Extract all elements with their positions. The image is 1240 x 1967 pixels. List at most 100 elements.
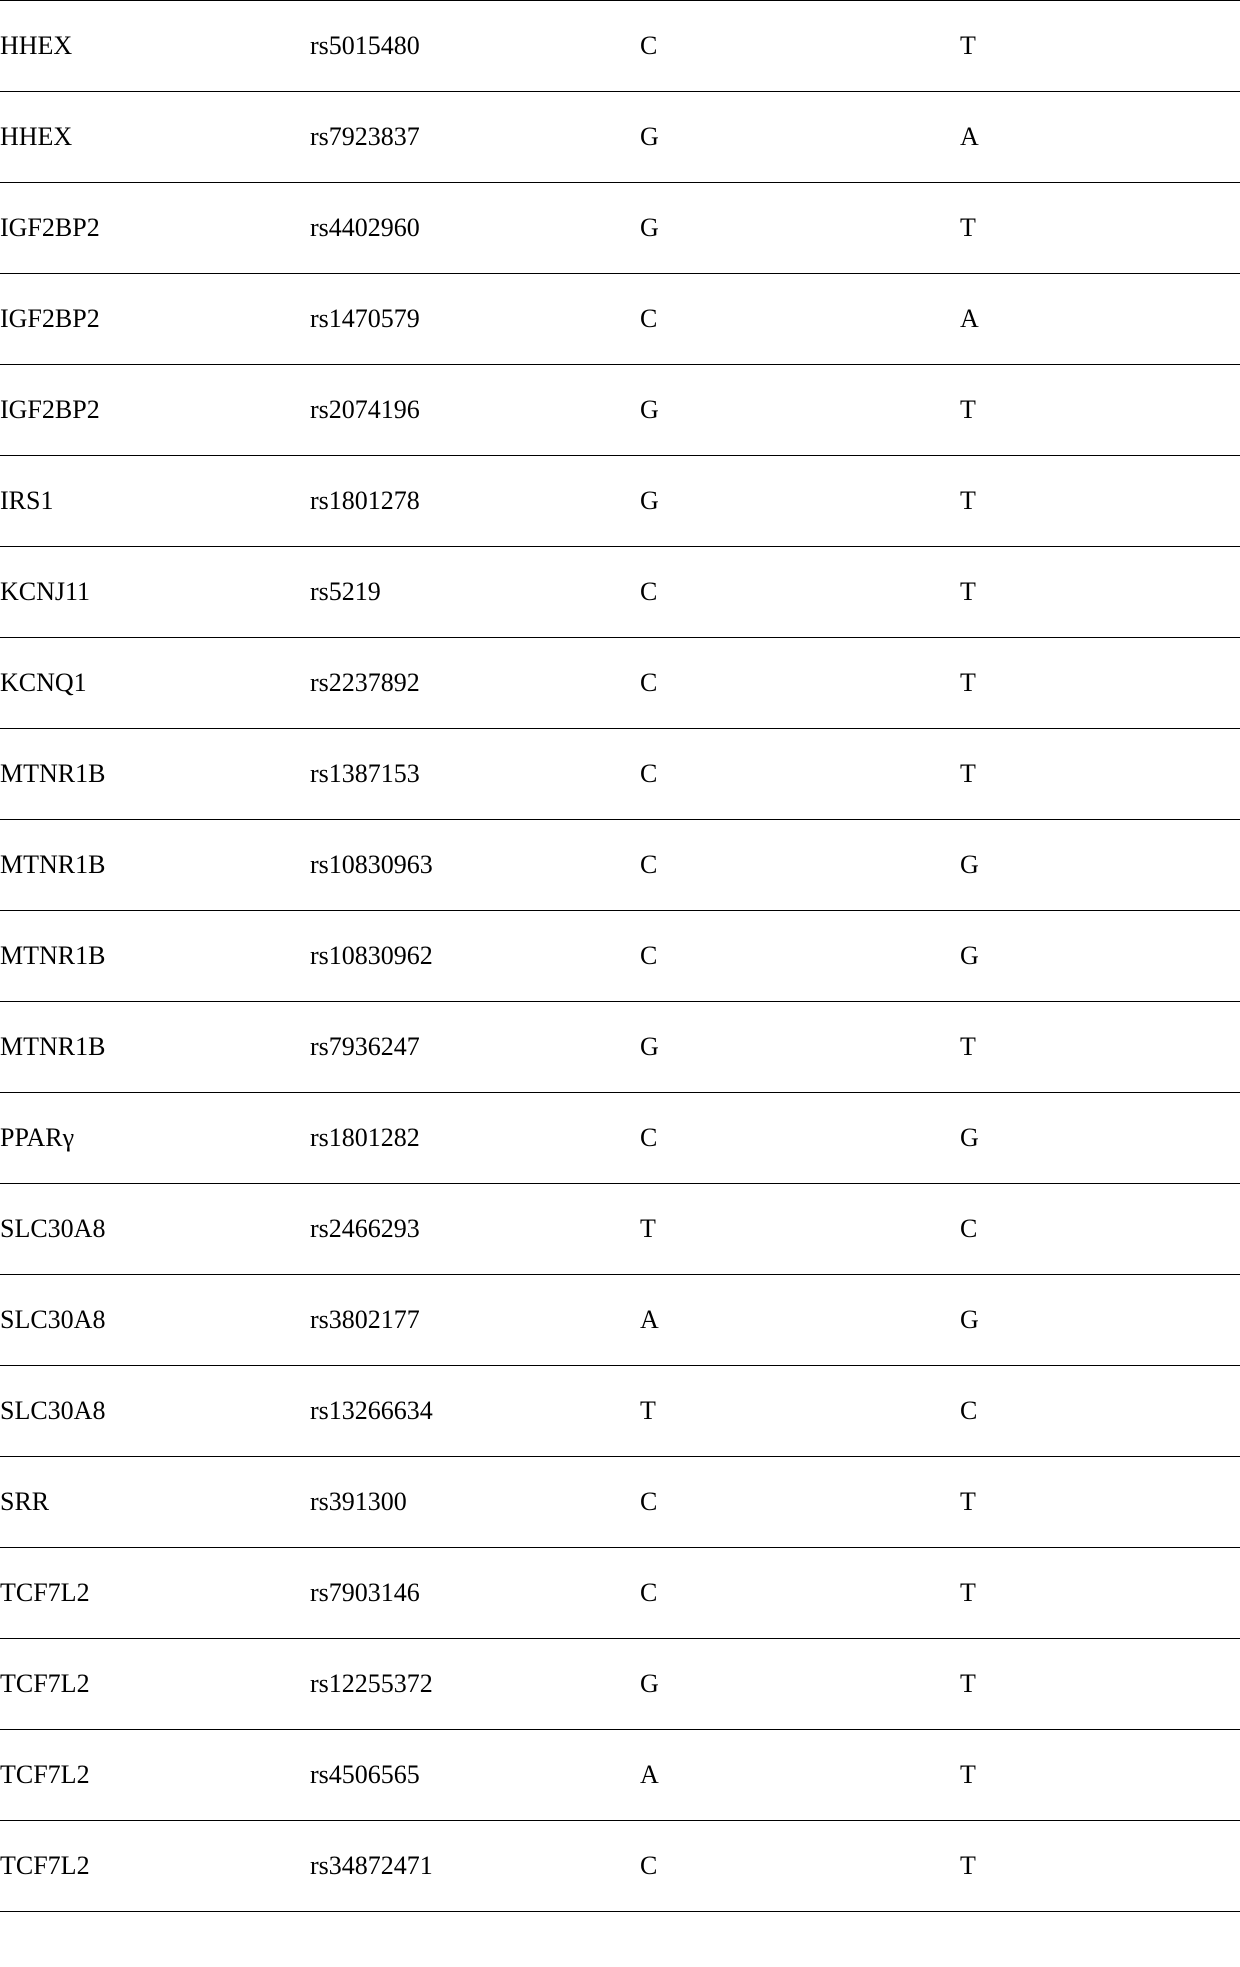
cell-allele2: T bbox=[960, 1, 1240, 92]
table-row: IGF2BP2rs4402960GT bbox=[0, 183, 1240, 274]
table-row: SLC30A8rs2466293TC bbox=[0, 1184, 1240, 1275]
cell-gene: TCF7L2 bbox=[0, 1548, 310, 1639]
cell-gene: MTNR1B bbox=[0, 820, 310, 911]
cell-gene: KCNQ1 bbox=[0, 638, 310, 729]
cell-allele2: T bbox=[960, 638, 1240, 729]
cell-allele2: G bbox=[960, 911, 1240, 1002]
cell-allele1: G bbox=[640, 456, 960, 547]
cell-gene: PPARγ bbox=[0, 1093, 310, 1184]
table-row: SRRrs391300CT bbox=[0, 1457, 1240, 1548]
cell-rs-id: rs7936247 bbox=[310, 1002, 640, 1093]
cell-allele2: T bbox=[960, 729, 1240, 820]
table-row: TCF7L2rs7903146CT bbox=[0, 1548, 1240, 1639]
cell-allele2: T bbox=[960, 1639, 1240, 1730]
cell-allele2: T bbox=[960, 1002, 1240, 1093]
cell-allele2: T bbox=[960, 1821, 1240, 1912]
table-row: SLC30A8rs3802177AG bbox=[0, 1275, 1240, 1366]
cell-rs-id: rs7923837 bbox=[310, 92, 640, 183]
cell-allele1: C bbox=[640, 911, 960, 1002]
cell-rs-id: rs5015480 bbox=[310, 1, 640, 92]
cell-gene: TCF7L2 bbox=[0, 1821, 310, 1912]
cell-rs-id: rs5219 bbox=[310, 547, 640, 638]
table-row: IRS1rs1801278GT bbox=[0, 456, 1240, 547]
cell-allele1: C bbox=[640, 1, 960, 92]
table-row: KCNQ1rs2237892CT bbox=[0, 638, 1240, 729]
cell-rs-id: rs7903146 bbox=[310, 1548, 640, 1639]
cell-rs-id: rs1470579 bbox=[310, 274, 640, 365]
cell-gene: HHEX bbox=[0, 92, 310, 183]
cell-allele1: G bbox=[640, 1639, 960, 1730]
cell-rs-id: rs2237892 bbox=[310, 638, 640, 729]
table-row: PPARγrs1801282CG bbox=[0, 1093, 1240, 1184]
cell-gene: IGF2BP2 bbox=[0, 183, 310, 274]
cell-allele2: G bbox=[960, 1275, 1240, 1366]
cell-rs-id: rs12255372 bbox=[310, 1639, 640, 1730]
table-row: IGF2BP2rs2074196GT bbox=[0, 365, 1240, 456]
cell-rs-id: rs10830963 bbox=[310, 820, 640, 911]
cell-allele2: C bbox=[960, 1184, 1240, 1275]
cell-allele1: G bbox=[640, 1002, 960, 1093]
cell-allele1: G bbox=[640, 92, 960, 183]
cell-gene: IGF2BP2 bbox=[0, 365, 310, 456]
cell-allele1: C bbox=[640, 820, 960, 911]
cell-allele1: C bbox=[640, 547, 960, 638]
cell-allele1: C bbox=[640, 1093, 960, 1184]
cell-rs-id: rs13266634 bbox=[310, 1366, 640, 1457]
table-row: MTNR1Brs1387153CT bbox=[0, 729, 1240, 820]
cell-gene: MTNR1B bbox=[0, 729, 310, 820]
cell-allele2: T bbox=[960, 1548, 1240, 1639]
cell-allele2: G bbox=[960, 820, 1240, 911]
table-row: TCF7L2rs12255372GT bbox=[0, 1639, 1240, 1730]
table-row: TCF7L2rs34872471CT bbox=[0, 1821, 1240, 1912]
cell-allele2: T bbox=[960, 183, 1240, 274]
cell-allele1: G bbox=[640, 183, 960, 274]
cell-allele2: T bbox=[960, 456, 1240, 547]
cell-allele1: C bbox=[640, 1821, 960, 1912]
cell-gene: IGF2BP2 bbox=[0, 274, 310, 365]
cell-gene: SLC30A8 bbox=[0, 1275, 310, 1366]
cell-gene: MTNR1B bbox=[0, 911, 310, 1002]
cell-gene: TCF7L2 bbox=[0, 1639, 310, 1730]
cell-rs-id: rs4506565 bbox=[310, 1730, 640, 1821]
cell-allele2: A bbox=[960, 92, 1240, 183]
cell-allele2: A bbox=[960, 274, 1240, 365]
cell-allele1: T bbox=[640, 1366, 960, 1457]
cell-rs-id: rs1387153 bbox=[310, 729, 640, 820]
cell-allele2: T bbox=[960, 1730, 1240, 1821]
cell-rs-id: rs2074196 bbox=[310, 365, 640, 456]
table-row: IGF2BP2rs1470579CA bbox=[0, 274, 1240, 365]
table-row: HHEXrs7923837GA bbox=[0, 92, 1240, 183]
cell-allele1: C bbox=[640, 274, 960, 365]
cell-allele1: T bbox=[640, 1184, 960, 1275]
cell-gene: HHEX bbox=[0, 1, 310, 92]
cell-rs-id: rs1801282 bbox=[310, 1093, 640, 1184]
cell-allele2: T bbox=[960, 365, 1240, 456]
cell-gene: SLC30A8 bbox=[0, 1184, 310, 1275]
snp-table: HHEXrs5015480CTHHEXrs7923837GAIGF2BP2rs4… bbox=[0, 0, 1240, 1912]
cell-allele1: G bbox=[640, 365, 960, 456]
cell-rs-id: rs3802177 bbox=[310, 1275, 640, 1366]
cell-gene: TCF7L2 bbox=[0, 1730, 310, 1821]
cell-gene: SRR bbox=[0, 1457, 310, 1548]
cell-allele1: A bbox=[640, 1275, 960, 1366]
cell-allele2: G bbox=[960, 1093, 1240, 1184]
cell-allele1: C bbox=[640, 729, 960, 820]
cell-gene: SLC30A8 bbox=[0, 1366, 310, 1457]
cell-gene: MTNR1B bbox=[0, 1002, 310, 1093]
table-body: HHEXrs5015480CTHHEXrs7923837GAIGF2BP2rs4… bbox=[0, 1, 1240, 1912]
cell-gene: KCNJ11 bbox=[0, 547, 310, 638]
cell-allele2: C bbox=[960, 1366, 1240, 1457]
table-row: MTNR1Brs7936247GT bbox=[0, 1002, 1240, 1093]
cell-rs-id: rs4402960 bbox=[310, 183, 640, 274]
table-row: HHEXrs5015480CT bbox=[0, 1, 1240, 92]
cell-allele1: C bbox=[640, 1548, 960, 1639]
cell-rs-id: rs1801278 bbox=[310, 456, 640, 547]
cell-allele1: A bbox=[640, 1730, 960, 1821]
table-row: TCF7L2rs4506565AT bbox=[0, 1730, 1240, 1821]
cell-allele2: T bbox=[960, 547, 1240, 638]
cell-allele1: C bbox=[640, 1457, 960, 1548]
cell-rs-id: rs2466293 bbox=[310, 1184, 640, 1275]
cell-rs-id: rs391300 bbox=[310, 1457, 640, 1548]
cell-rs-id: rs10830962 bbox=[310, 911, 640, 1002]
cell-rs-id: rs34872471 bbox=[310, 1821, 640, 1912]
